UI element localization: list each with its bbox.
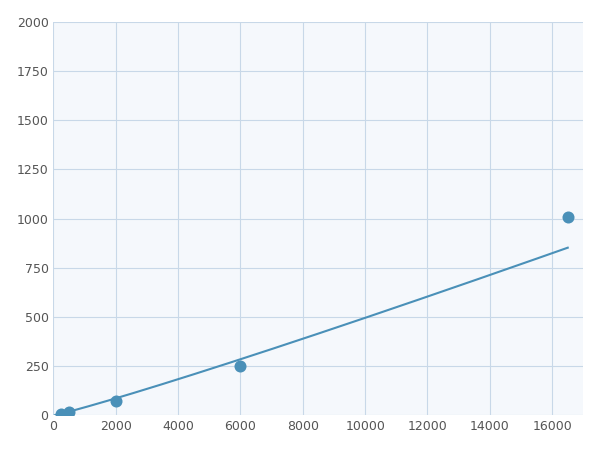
Point [56, 410, 66, 417]
Point [236, 363, 245, 370]
Point [563, 213, 572, 220]
Point [64, 408, 74, 415]
Point [111, 397, 121, 404]
